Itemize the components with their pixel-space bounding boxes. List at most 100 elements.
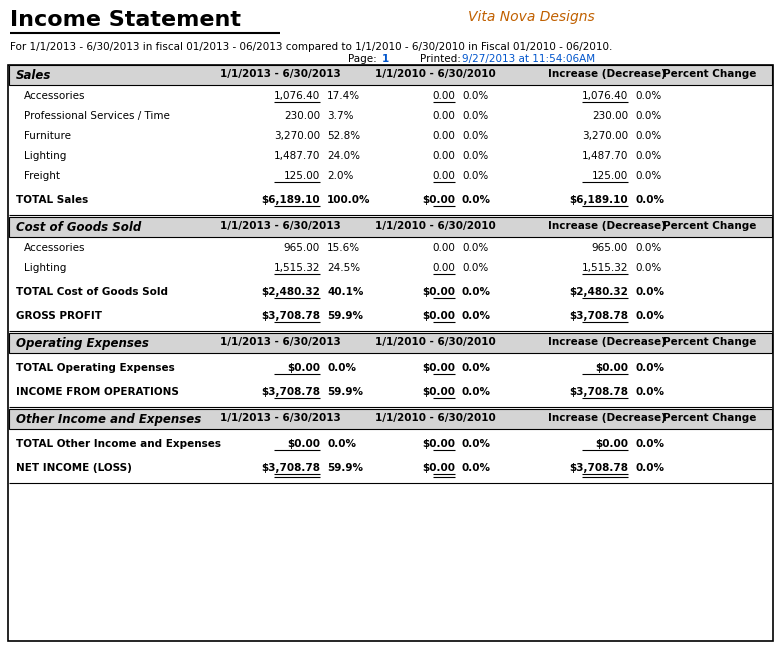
Text: 0.0%: 0.0%	[462, 151, 488, 161]
Text: 1,487.70: 1,487.70	[582, 151, 628, 161]
Text: 40.1%: 40.1%	[327, 287, 363, 297]
Bar	[9, 217, 772, 237]
Text: 0.0%: 0.0%	[462, 263, 488, 273]
Text: 0.0%: 0.0%	[462, 439, 491, 449]
Bar	[9, 333, 772, 353]
Text: 59.9%: 59.9%	[327, 387, 363, 397]
Text: Sales: Sales	[16, 69, 52, 82]
Text: Vita Nova Designs: Vita Nova Designs	[468, 10, 595, 24]
Text: 0.00: 0.00	[432, 131, 455, 141]
Text: $3,708.78: $3,708.78	[261, 311, 320, 321]
Text: 965.00: 965.00	[284, 243, 320, 253]
Bar	[9, 409, 772, 429]
Text: TOTAL Sales: TOTAL Sales	[16, 195, 88, 205]
Text: 0.0%: 0.0%	[462, 111, 488, 121]
Text: Professional Services / Time: Professional Services / Time	[24, 111, 170, 121]
Text: INCOME FROM OPERATIONS: INCOME FROM OPERATIONS	[16, 387, 179, 397]
Text: 0.0%: 0.0%	[462, 171, 488, 181]
Text: Furniture: Furniture	[24, 131, 71, 141]
Text: $0.00: $0.00	[422, 311, 455, 321]
Text: 0.0%: 0.0%	[635, 91, 662, 101]
Text: 100.0%: 100.0%	[327, 195, 370, 205]
Text: 1/1/2010 - 6/30/2010: 1/1/2010 - 6/30/2010	[375, 69, 495, 79]
Text: 230.00: 230.00	[592, 111, 628, 121]
Text: 1/1/2013 - 6/30/2013: 1/1/2013 - 6/30/2013	[219, 337, 341, 347]
Text: $0.00: $0.00	[595, 363, 628, 373]
Text: Accessories: Accessories	[24, 91, 85, 101]
Text: 0.0%: 0.0%	[635, 311, 664, 321]
Text: 0.00: 0.00	[432, 91, 455, 101]
Text: $0.00: $0.00	[422, 195, 455, 205]
Text: $0.00: $0.00	[287, 439, 320, 449]
Text: $0.00: $0.00	[595, 439, 628, 449]
Text: 1/1/2013 - 6/30/2013: 1/1/2013 - 6/30/2013	[219, 413, 341, 423]
Text: 0.0%: 0.0%	[635, 171, 662, 181]
Text: For 1/1/2013 - 6/30/2013 in fiscal 01/2013 - 06/2013 compared to 1/1/2010 - 6/30: For 1/1/2013 - 6/30/2013 in fiscal 01/20…	[10, 42, 612, 52]
Text: 0.0%: 0.0%	[462, 463, 491, 473]
Text: Income Statement: Income Statement	[10, 10, 241, 30]
Text: $3,708.78: $3,708.78	[569, 387, 628, 397]
Text: 1/1/2010 - 6/30/2010: 1/1/2010 - 6/30/2010	[375, 337, 495, 347]
Bar	[9, 65, 772, 85]
Text: $3,708.78: $3,708.78	[569, 311, 628, 321]
Text: 0.00: 0.00	[432, 151, 455, 161]
Text: 0.0%: 0.0%	[635, 439, 664, 449]
Bar	[9, 217, 772, 237]
Text: 1,487.70: 1,487.70	[273, 151, 320, 161]
Text: 0.0%: 0.0%	[635, 387, 664, 397]
Text: Printed:: Printed:	[420, 54, 461, 64]
Text: TOTAL Cost of Goods Sold: TOTAL Cost of Goods Sold	[16, 287, 168, 297]
Text: 24.5%: 24.5%	[327, 263, 360, 273]
Text: 3,270.00: 3,270.00	[582, 131, 628, 141]
Text: 0.0%: 0.0%	[462, 243, 488, 253]
Text: Accessories: Accessories	[24, 243, 85, 253]
Text: $0.00: $0.00	[287, 363, 320, 373]
Text: 1,076.40: 1,076.40	[274, 91, 320, 101]
Text: 3,270.00: 3,270.00	[274, 131, 320, 141]
Bar	[9, 409, 772, 429]
Text: Percent Change: Percent Change	[663, 413, 757, 423]
Text: Percent Change: Percent Change	[663, 337, 757, 347]
Text: 0.0%: 0.0%	[635, 195, 664, 205]
Text: 9/27/2013 at 11:54:06AM: 9/27/2013 at 11:54:06AM	[462, 54, 595, 64]
Text: $3,708.78: $3,708.78	[569, 463, 628, 473]
Bar	[9, 65, 772, 85]
Text: Percent Change: Percent Change	[663, 69, 757, 79]
Text: 3.7%: 3.7%	[327, 111, 354, 121]
Text: 0.0%: 0.0%	[462, 311, 491, 321]
Text: 230.00: 230.00	[284, 111, 320, 121]
Text: 0.00: 0.00	[432, 111, 455, 121]
Text: $0.00: $0.00	[422, 463, 455, 473]
Text: 24.0%: 24.0%	[327, 151, 360, 161]
Text: 0.00: 0.00	[432, 263, 455, 273]
Text: 2.0%: 2.0%	[327, 171, 353, 181]
Text: 0.0%: 0.0%	[462, 387, 491, 397]
Text: Other Income and Expenses: Other Income and Expenses	[16, 413, 201, 426]
Text: 1/1/2010 - 6/30/2010: 1/1/2010 - 6/30/2010	[375, 221, 495, 231]
Text: 965.00: 965.00	[592, 243, 628, 253]
Text: Percent Change: Percent Change	[663, 221, 757, 231]
Text: 59.9%: 59.9%	[327, 311, 363, 321]
Text: 1/1/2013 - 6/30/2013: 1/1/2013 - 6/30/2013	[219, 69, 341, 79]
Text: 125.00: 125.00	[592, 171, 628, 181]
Text: 1,515.32: 1,515.32	[582, 263, 628, 273]
Text: 0.0%: 0.0%	[462, 91, 488, 101]
Text: $2,480.32: $2,480.32	[569, 287, 628, 297]
Text: 0.0%: 0.0%	[462, 287, 491, 297]
Text: 1,515.32: 1,515.32	[273, 263, 320, 273]
Text: Lighting: Lighting	[24, 151, 66, 161]
Text: 0.0%: 0.0%	[635, 151, 662, 161]
Text: 0.0%: 0.0%	[635, 363, 664, 373]
Text: $6,189.10: $6,189.10	[262, 195, 320, 205]
Text: 1,076.40: 1,076.40	[582, 91, 628, 101]
Text: Operating Expenses: Operating Expenses	[16, 337, 149, 350]
Text: $3,708.78: $3,708.78	[261, 463, 320, 473]
Text: 0.0%: 0.0%	[327, 439, 356, 449]
Bar	[8, 65, 773, 641]
Text: 1/1/2013 - 6/30/2013: 1/1/2013 - 6/30/2013	[219, 221, 341, 231]
Text: 0.0%: 0.0%	[635, 287, 664, 297]
Text: 59.9%: 59.9%	[327, 463, 363, 473]
Text: $0.00: $0.00	[422, 287, 455, 297]
Text: Page:: Page:	[348, 54, 376, 64]
Text: 0.0%: 0.0%	[327, 363, 356, 373]
